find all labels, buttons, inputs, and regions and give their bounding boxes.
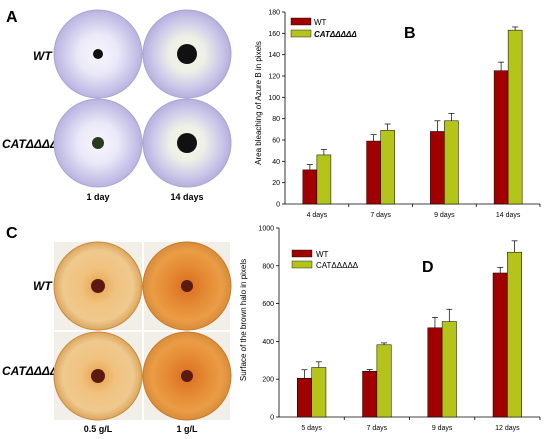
x-tick-label: 7 days [367, 425, 388, 432]
y-axis-label: Area bleaching of Azure B in pixels [254, 41, 263, 165]
panel-label-b: B [404, 25, 416, 42]
y-tick-label: 40 [272, 159, 280, 166]
y-tick-label: 1000 [258, 226, 274, 233]
bar [492, 272, 508, 418]
column-label-c2: 1 g/L [176, 424, 198, 434]
y-tick-label: 140 [268, 52, 280, 59]
legend: WT CATΔΔΔΔΔ [290, 17, 357, 39]
fungal-colony [181, 370, 193, 382]
x-tick-label: 5 days [301, 425, 322, 432]
legend-label-wt: WT [314, 18, 327, 27]
x-tick-label: 4 days [307, 212, 328, 219]
column-label-a2: 14 days [170, 192, 203, 202]
y-tick-label: 20 [272, 180, 280, 187]
x-tick-label: 14 days [496, 212, 521, 219]
y-axis-label: Surface of the brown halo in pixels [239, 259, 248, 381]
panel-label-a: A [6, 9, 18, 26]
fungal-colony [91, 369, 105, 383]
y-ticks: 0 20 40 60 80 100 120 140 160 180 [268, 10, 285, 209]
bar [302, 169, 318, 205]
y-tick-label: 400 [262, 339, 274, 346]
y-tick-label: 80 [272, 116, 280, 123]
bar [507, 251, 522, 418]
bar [507, 29, 523, 205]
fungal-colony [92, 137, 104, 149]
panel-c: C WT CATΔΔΔΔΔ 0.5 g/L 1 g/L [2, 225, 232, 434]
x-tick-label: 12 days [495, 425, 520, 432]
chart-b: B Area bleaching of Azure B in pixels 0 2… [254, 10, 541, 219]
bar [441, 321, 457, 418]
row-label-wt-a: WT [33, 49, 53, 63]
y-tick-label: 800 [262, 263, 274, 270]
y-tick-label: 200 [262, 377, 274, 384]
bar [362, 371, 378, 418]
y-tick-label: 180 [268, 10, 280, 17]
bars [297, 240, 522, 418]
x-tick-label: 7 days [370, 212, 391, 219]
x-tick-label: 9 days [434, 212, 455, 219]
bar [311, 367, 327, 418]
row-label-cat-a: CATΔΔΔΔΔ [2, 137, 66, 151]
legend-label-cat: CATΔΔΔΔΔ [316, 261, 359, 270]
legend-swatch-wt [290, 17, 312, 26]
y-tick-label: 120 [268, 74, 280, 81]
panel-a: A WT CATΔΔΔΔΔ 1 day 14 days [2, 9, 232, 202]
y-tick-label: 0 [276, 202, 280, 209]
bar [444, 120, 459, 205]
bar [430, 131, 445, 205]
y-tick-label: 600 [262, 301, 274, 308]
fungal-colony [177, 133, 197, 153]
column-label-a1: 1 day [86, 192, 109, 202]
bar [376, 344, 392, 418]
bar [493, 70, 509, 205]
legend-label-wt: WT [316, 250, 329, 259]
y-tick-label: 160 [268, 31, 280, 38]
fungal-colony [91, 279, 105, 293]
bar [297, 378, 312, 418]
y-tick-label: 60 [272, 138, 280, 145]
legend: WT CATΔΔΔΔΔ [291, 249, 359, 270]
fungal-colony [181, 280, 193, 292]
fungal-colony [93, 49, 103, 59]
bar [366, 140, 381, 205]
bar [380, 130, 395, 205]
panel-label-d: D [422, 259, 434, 276]
x-ticks: 4 days 7 days 9 days 14 days [307, 204, 541, 219]
bar [427, 327, 443, 418]
x-ticks: 5 days 7 days 9 days 12 days [301, 417, 541, 432]
bar [316, 154, 332, 205]
legend-label-cat: CATΔΔΔΔΔ [314, 30, 357, 39]
legend-swatch-wt [291, 249, 313, 258]
y-ticks: 0 200 400 600 800 1000 [258, 226, 279, 422]
fungal-colony [177, 44, 197, 64]
legend-swatch-cat [291, 260, 313, 269]
legend-swatch-cat [290, 29, 312, 38]
row-label-wt-c: WT [33, 279, 53, 293]
panel-label-c: C [6, 225, 18, 242]
y-tick-label: 0 [270, 415, 274, 422]
chart-d: D Surface of the brown halo in pixels 0 2… [239, 226, 541, 432]
bars [302, 26, 523, 205]
row-label-cat-c: CATΔΔΔΔΔ [2, 364, 66, 378]
y-tick-label: 100 [268, 95, 280, 102]
column-label-c1: 0.5 g/L [84, 424, 113, 434]
x-tick-label: 9 days [432, 425, 453, 432]
